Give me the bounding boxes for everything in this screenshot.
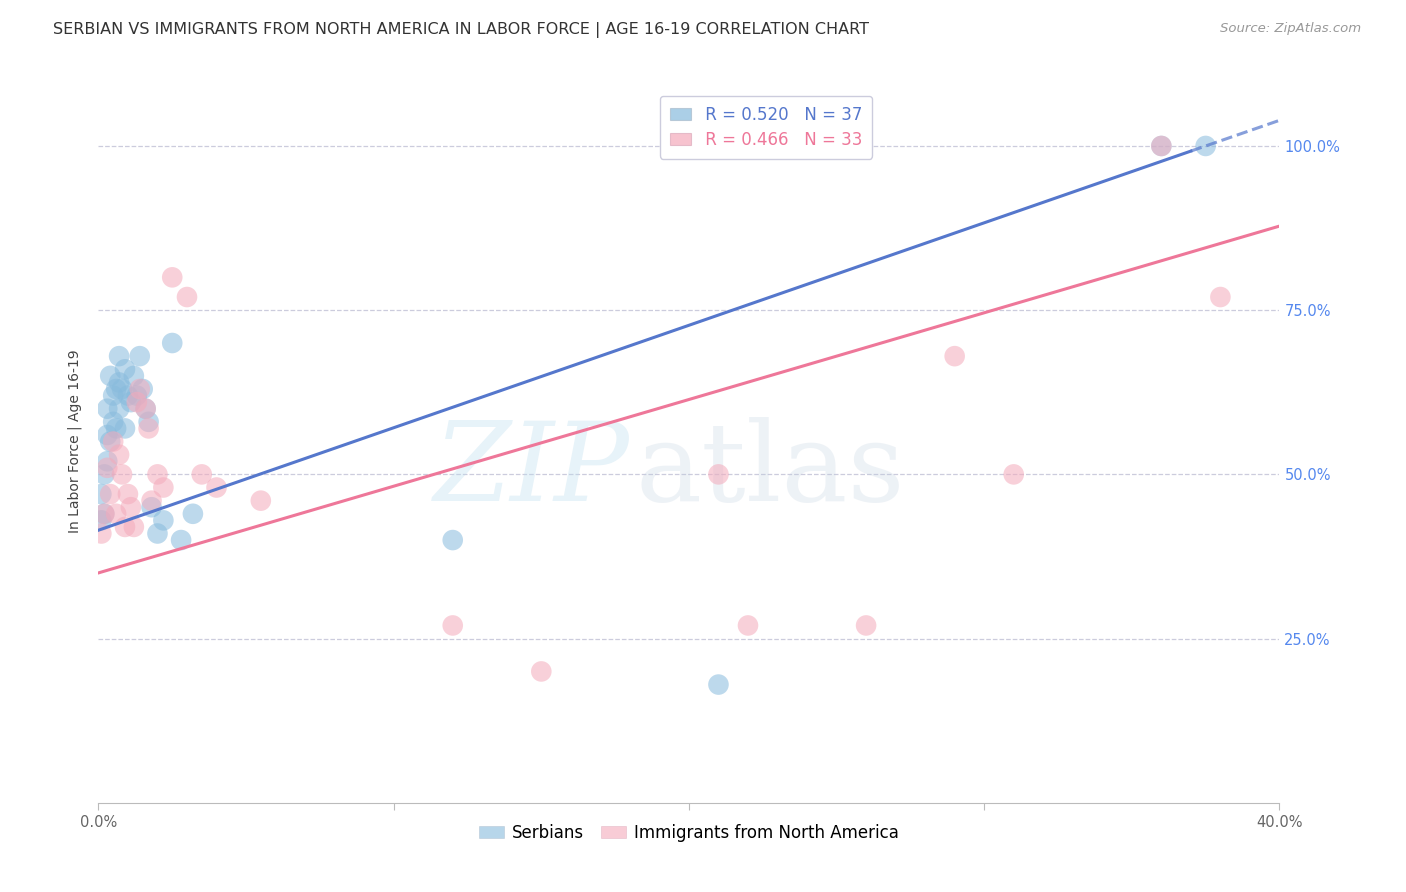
Point: [90, 526, 112, 541]
Point: [98, 487, 121, 501]
Point: [103, 434, 125, 449]
Point: [707, 467, 730, 482]
Point: [737, 618, 759, 632]
Point: [146, 467, 169, 482]
Point: [132, 382, 155, 396]
Point: [162, 336, 183, 351]
Point: [111, 467, 134, 482]
Point: [152, 513, 174, 527]
Point: [122, 368, 145, 383]
Point: [120, 500, 142, 515]
Point: [441, 618, 464, 632]
Point: [135, 401, 157, 416]
Point: [122, 520, 145, 534]
Point: [96, 460, 118, 475]
Point: [138, 421, 160, 435]
Point: [93, 467, 115, 482]
Point: [943, 349, 966, 363]
Point: [98, 368, 121, 383]
Point: [96, 454, 118, 468]
Point: [1002, 467, 1025, 482]
Point: [90, 487, 112, 501]
Point: [105, 507, 128, 521]
Point: [103, 415, 125, 429]
Point: [96, 401, 118, 416]
Point: [96, 428, 118, 442]
Point: [530, 665, 553, 679]
Point: [176, 290, 198, 304]
Point: [108, 401, 131, 416]
Point: [125, 395, 148, 409]
Point: [111, 382, 134, 396]
Point: [855, 618, 877, 632]
Point: [1150, 139, 1173, 153]
Point: [152, 481, 174, 495]
Point: [108, 349, 131, 363]
Point: [1150, 139, 1173, 153]
Point: [125, 388, 148, 402]
Point: [103, 388, 125, 402]
Point: [162, 270, 183, 285]
Point: [138, 415, 160, 429]
Point: [1195, 139, 1218, 153]
Point: [105, 421, 128, 435]
Point: [105, 382, 128, 396]
Text: ZIP: ZIP: [434, 417, 630, 524]
Point: [141, 493, 163, 508]
Point: [108, 448, 131, 462]
Text: atlas: atlas: [636, 417, 905, 524]
Point: [135, 401, 157, 416]
Point: [114, 520, 136, 534]
Point: [117, 388, 139, 402]
Point: [205, 481, 228, 495]
Text: SERBIAN VS IMMIGRANTS FROM NORTH AMERICA IN LABOR FORCE | AGE 16-19 CORRELATION : SERBIAN VS IMMIGRANTS FROM NORTH AMERICA…: [53, 22, 869, 38]
Point: [146, 526, 169, 541]
Point: [181, 507, 204, 521]
Point: [1209, 290, 1232, 304]
Point: [191, 467, 214, 482]
Text: Source: ZipAtlas.com: Source: ZipAtlas.com: [1220, 22, 1361, 36]
Point: [108, 376, 131, 390]
Point: [93, 507, 115, 521]
Point: [141, 500, 163, 515]
Point: [120, 395, 142, 409]
Point: [170, 533, 193, 547]
Point: [93, 507, 115, 521]
Legend: Serbians, Immigrants from North America: Serbians, Immigrants from North America: [472, 817, 905, 848]
Point: [441, 533, 464, 547]
Point: [707, 677, 730, 691]
Y-axis label: In Labor Force | Age 16-19: In Labor Force | Age 16-19: [67, 350, 83, 533]
Point: [98, 434, 121, 449]
Point: [128, 349, 150, 363]
Point: [250, 493, 273, 508]
Point: [117, 487, 139, 501]
Point: [128, 382, 150, 396]
Point: [114, 362, 136, 376]
Point: [90, 513, 112, 527]
Point: [114, 421, 136, 435]
